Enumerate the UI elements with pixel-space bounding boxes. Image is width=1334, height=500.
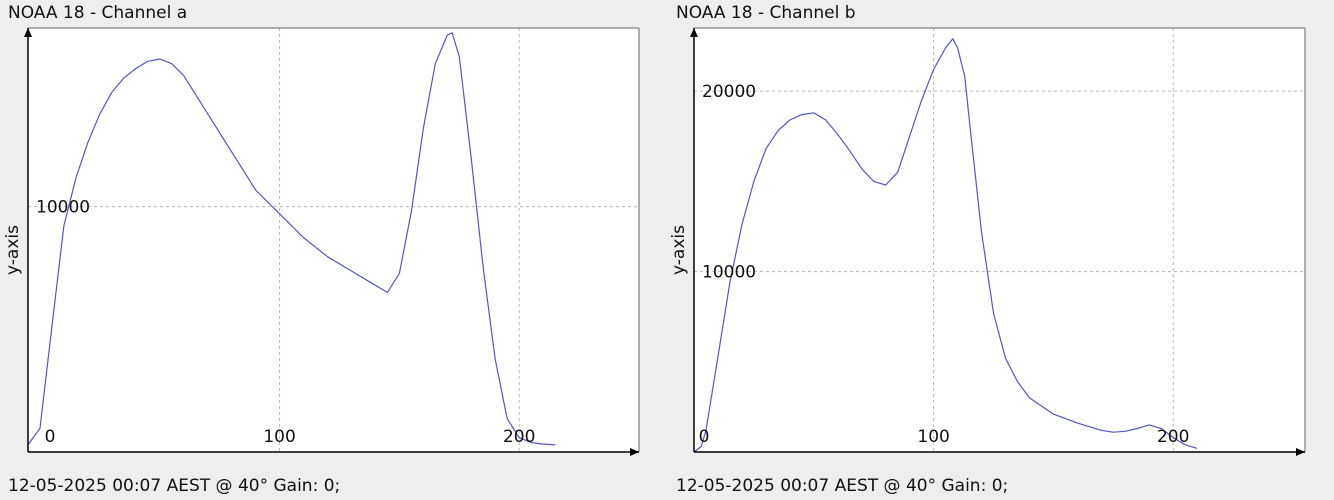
chart-panel-channel-b: NOAA 18 - Channel b 0 100 200 10000 20000 y-a… (668, 0, 1328, 500)
plot-area (28, 28, 639, 452)
chart-title: NOAA 18 - Channel b (676, 3, 856, 23)
histogram-chart-channel-b: 0 100 200 10000 20000 y-axis (669, 27, 1306, 456)
histogram-chart-channel-a: 0 100 200 10000 y-axis (3, 27, 640, 456)
x-tick-label: 0 (45, 427, 56, 447)
chart-panel-channel-a: NOAA 18 - Channel a 0 100 200 10000 y-axis 1… (0, 0, 660, 500)
chart-title: NOAA 18 - Channel a (8, 3, 188, 23)
data-series-line (27, 32, 556, 446)
x-tick-label: 100 (917, 427, 949, 447)
y-tick-label: 10000 (36, 198, 90, 218)
y-axis-title: y-axis (3, 225, 23, 275)
y-axis-title: y-axis (669, 225, 689, 275)
plot-area (694, 28, 1305, 452)
x-tick-label: 0 (699, 427, 710, 447)
x-tick-label: 100 (263, 427, 295, 447)
capture-info-footer: 12-05-2025 00:07 AEST @ 40° Gain: 0; (676, 476, 1009, 496)
y-axis-arrowhead (690, 28, 698, 37)
y-axis-arrowhead (24, 28, 32, 37)
x-tick-label: 200 (1157, 427, 1189, 447)
x-axis-arrowhead (630, 448, 639, 456)
x-tick-label: 200 (503, 427, 535, 447)
y-tick-label: 10000 (702, 263, 756, 283)
y-tick-label: 20000 (702, 82, 756, 102)
data-series-line (693, 38, 1198, 453)
capture-info-footer: 12-05-2025 00:07 AEST @ 40° Gain: 0; (8, 476, 341, 496)
x-axis-arrowhead (1296, 448, 1305, 456)
